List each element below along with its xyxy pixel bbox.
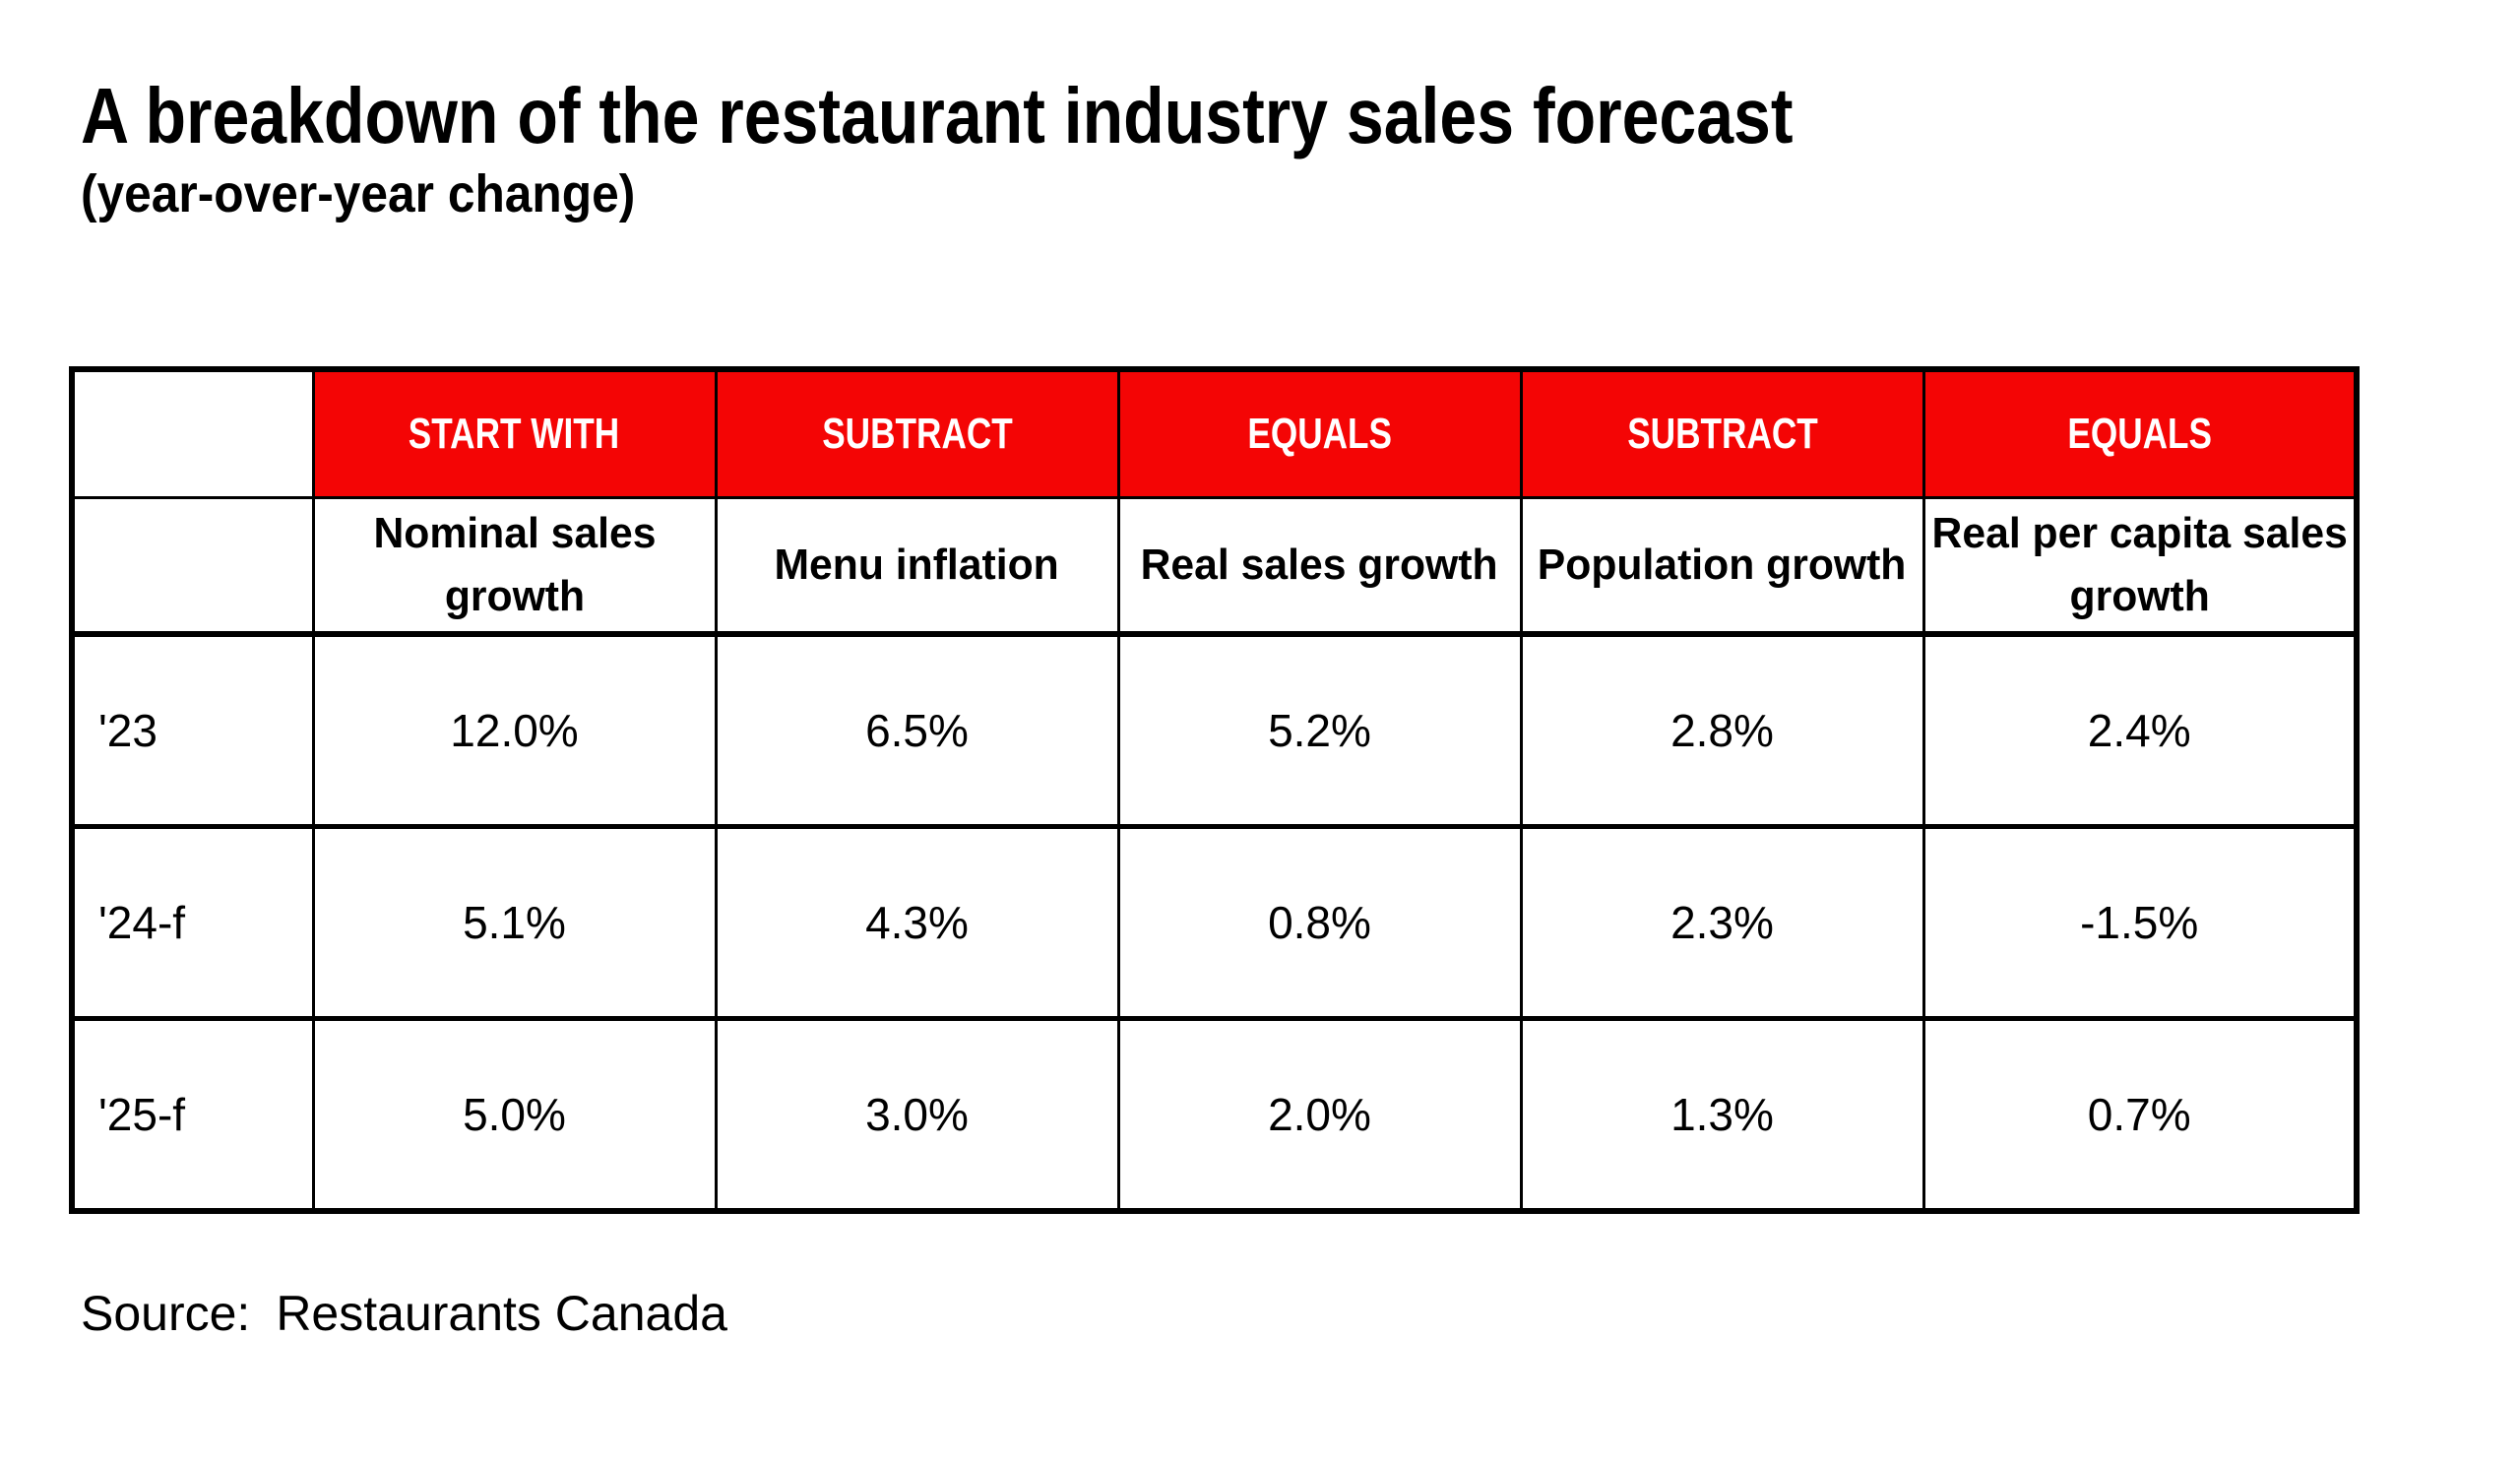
table-row-23: '23 12.0% 6.5% 5.2% 2.8% 2.4% bbox=[70, 631, 2359, 828]
op-header-label: START WITH bbox=[409, 410, 620, 458]
op-header-start-with: START WITH bbox=[311, 367, 718, 499]
table-row-24f: '24-f 5.1% 4.3% 0.8% 2.3% -1.5% bbox=[70, 824, 2359, 1020]
source-label: Source: bbox=[81, 1286, 251, 1341]
year-label-cell: '23 bbox=[70, 631, 315, 828]
measure-header-label: Population growth bbox=[1538, 541, 1907, 590]
value-cell: 2.0% bbox=[1116, 1016, 1523, 1213]
op-header-subtract-1: SUBTRACT bbox=[714, 367, 1120, 499]
table-row-25f: '25-f 5.0% 3.0% 2.0% 1.3% 0.7% bbox=[70, 1016, 2359, 1213]
measure-header-nominal-sales-growth: Nominal sales growth bbox=[311, 496, 718, 637]
measure-header-row: Nominal sales growth Menu inflation Real… bbox=[70, 496, 2359, 637]
measure-header-label: Menu inflation bbox=[774, 541, 1060, 590]
measure-header-real-sales-growth: Real sales growth bbox=[1116, 496, 1523, 637]
measure-header-population-growth: Population growth bbox=[1519, 496, 1925, 637]
op-header-equals-2: EQUALS bbox=[1922, 367, 2359, 499]
value-cell: 1.3% bbox=[1519, 1016, 1925, 1213]
year-label-cell: '25-f bbox=[70, 1016, 315, 1213]
year-label-cell: '24-f bbox=[70, 824, 315, 1020]
value-cell: 6.5% bbox=[714, 631, 1120, 828]
value-cell: 3.0% bbox=[714, 1016, 1120, 1213]
measure-header-menu-inflation: Menu inflation bbox=[714, 496, 1120, 637]
value-cell: 2.4% bbox=[1922, 631, 2359, 828]
op-header-label: EQUALS bbox=[1247, 410, 1392, 458]
measure-header-real-per-capita-sales-growth: Real per capita sales growth bbox=[1922, 496, 2359, 637]
value-cell: 5.0% bbox=[311, 1016, 718, 1213]
source-line: Source: Restaurants Canada bbox=[81, 1285, 727, 1342]
sales-forecast-table: START WITH SUBTRACT EQUALS SUBTRACT EQUA… bbox=[69, 366, 2360, 1214]
op-header-equals-1: EQUALS bbox=[1116, 367, 1523, 499]
value-cell: 4.3% bbox=[714, 824, 1120, 1020]
op-header-label: SUBTRACT bbox=[1626, 410, 1818, 458]
value-cell: 0.7% bbox=[1922, 1016, 2359, 1213]
empty-label-cell bbox=[70, 496, 315, 637]
value-cell: 5.1% bbox=[311, 824, 718, 1020]
page-subtitle: (year-over-year change) bbox=[81, 164, 636, 223]
value-cell: 5.2% bbox=[1116, 631, 1523, 828]
measure-header-label: Real per capita sales growth bbox=[1931, 509, 2348, 620]
op-header-subtract-2: SUBTRACT bbox=[1519, 367, 1925, 499]
value-cell: 12.0% bbox=[311, 631, 718, 828]
op-header-label: EQUALS bbox=[2066, 410, 2212, 458]
operation-header-row: START WITH SUBTRACT EQUALS SUBTRACT EQUA… bbox=[70, 367, 2359, 499]
corner-cell bbox=[70, 367, 315, 499]
value-cell: 2.8% bbox=[1519, 631, 1925, 828]
value-cell: 2.3% bbox=[1519, 824, 1925, 1020]
value-cell: 0.8% bbox=[1116, 824, 1523, 1020]
source-value: Restaurants Canada bbox=[276, 1286, 727, 1341]
measure-header-label: Nominal sales growth bbox=[372, 509, 657, 620]
op-header-label: SUBTRACT bbox=[821, 410, 1013, 458]
value-cell: -1.5% bbox=[1922, 824, 2359, 1020]
page-title: A breakdown of the restaurant industry s… bbox=[81, 72, 1794, 159]
measure-header-label: Real sales growth bbox=[1141, 541, 1498, 590]
